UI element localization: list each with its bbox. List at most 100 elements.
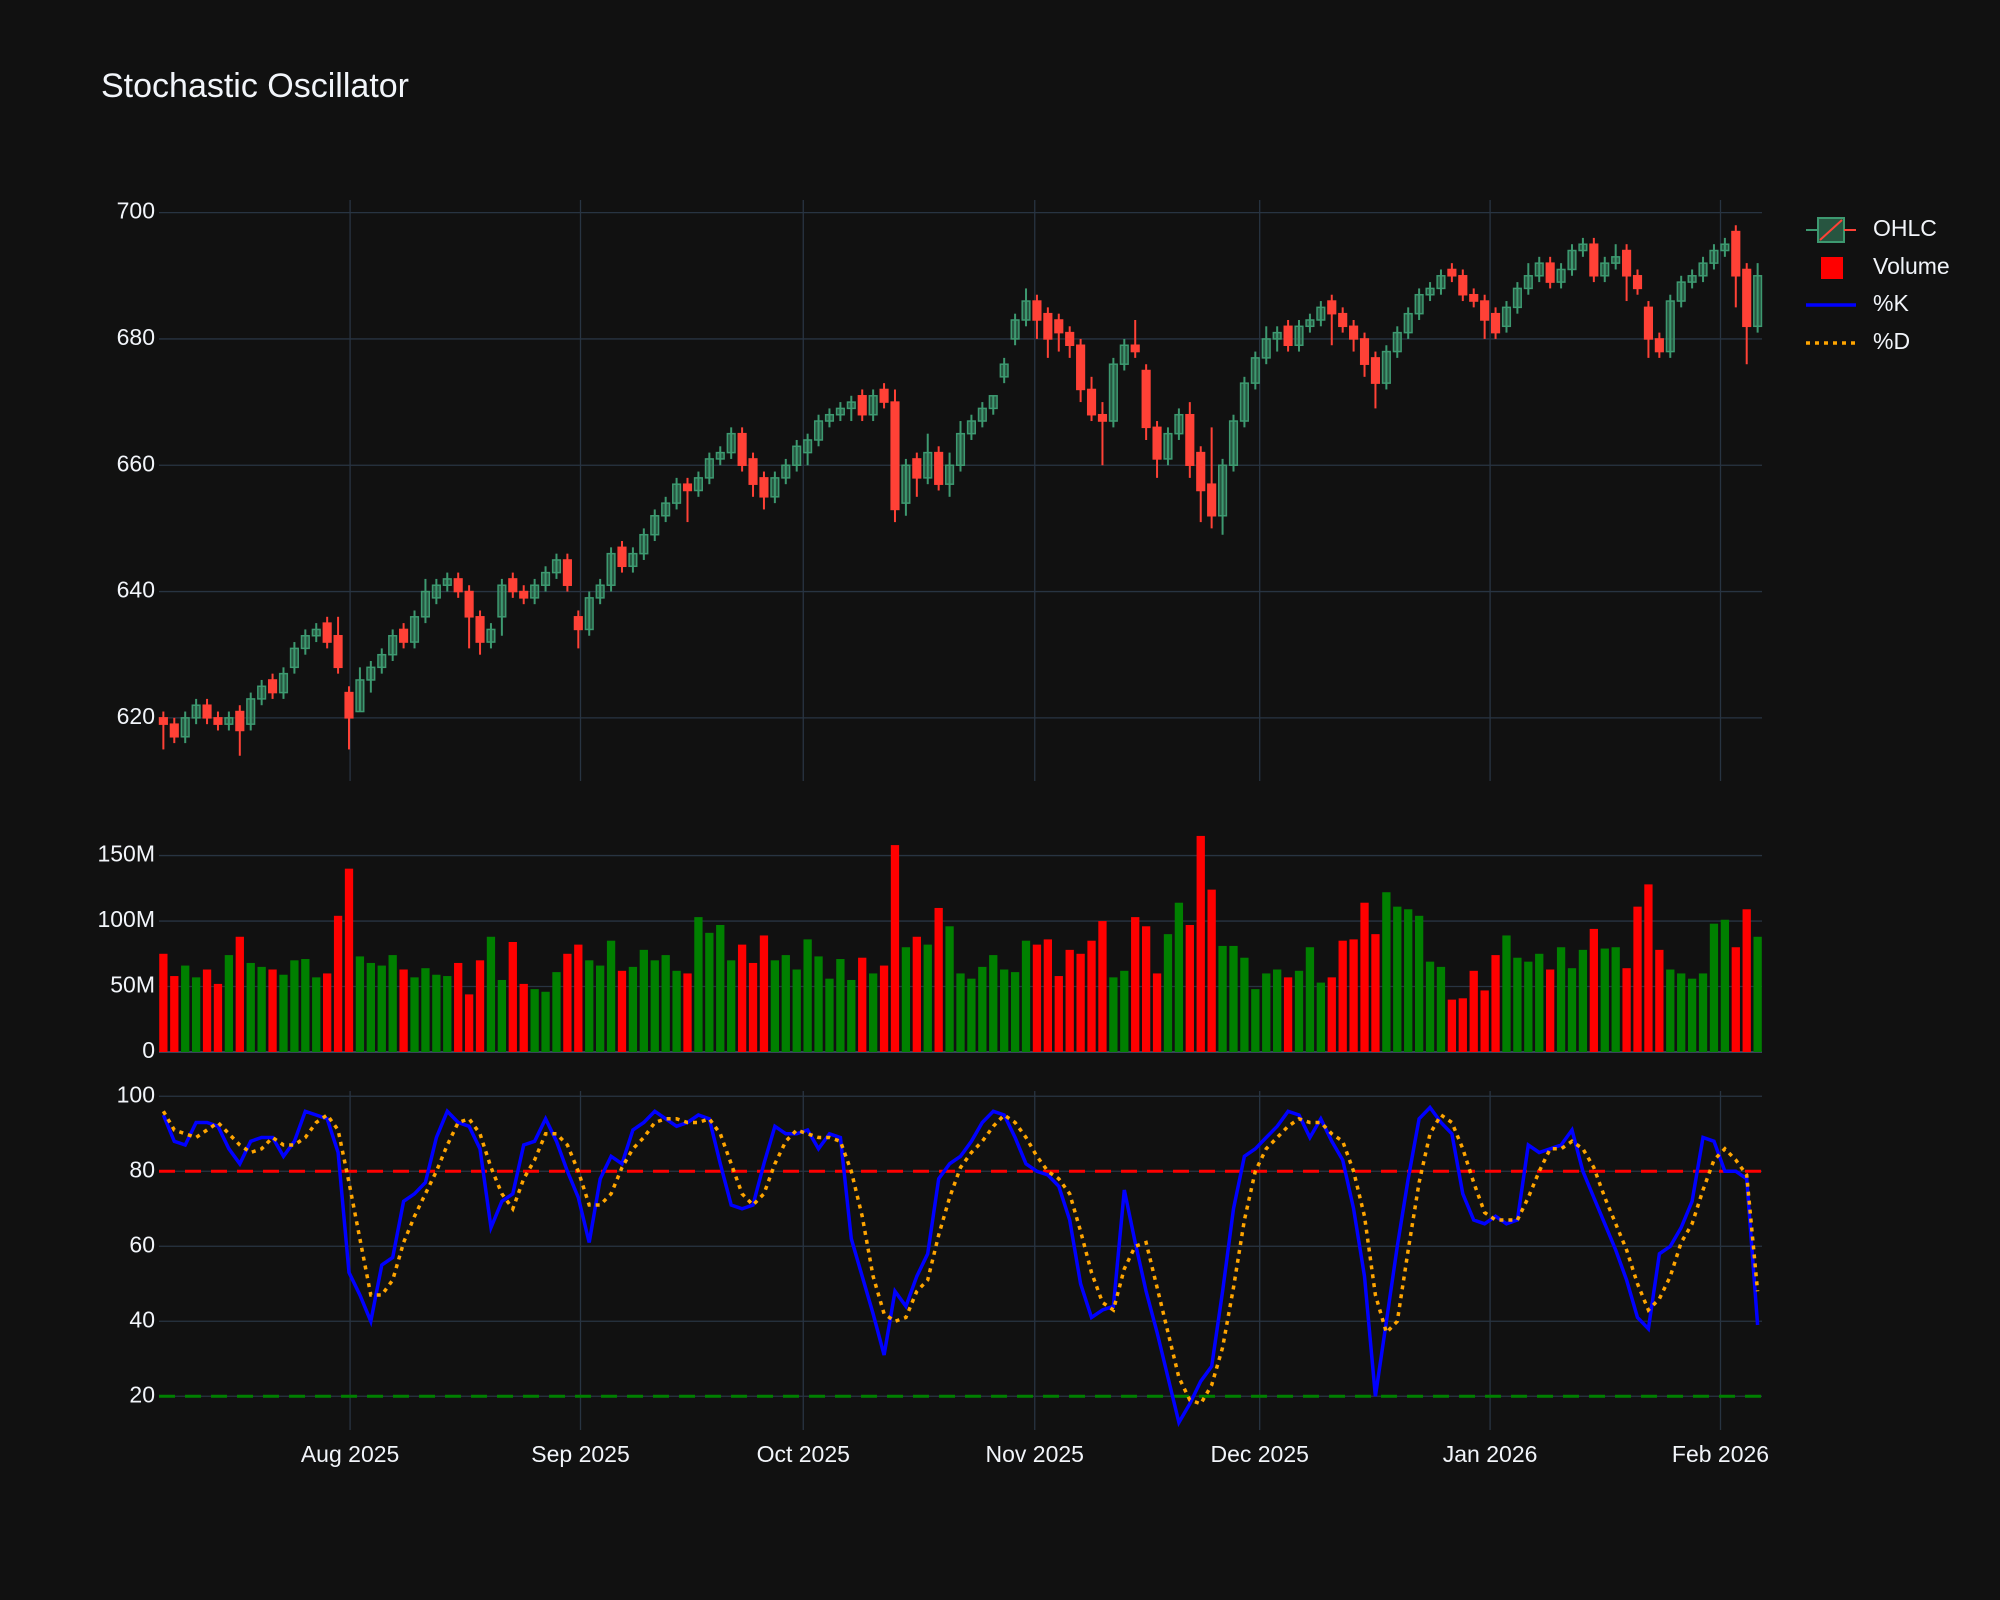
volume-bar [421,968,430,1052]
volume-bar [519,983,528,1052]
x-tick-label: Dec 2025 [1210,1441,1308,1467]
candle-body [661,502,671,517]
candle-body [824,413,835,422]
x-tick-label: Feb 2026 [1672,1441,1769,1467]
volume-bar [1393,906,1402,1052]
volume-bar [1731,947,1740,1052]
candle-body [442,578,452,586]
volume-bar [388,955,397,1052]
volume-bar [1655,949,1664,1052]
volume-bar [1480,990,1489,1052]
candle-body [715,451,725,460]
volume-bar [661,955,670,1052]
y-tick-label: 660 [117,450,155,476]
candle-body [1228,420,1239,466]
volume-bar [159,953,168,1052]
candle-body [584,597,594,631]
candle-body [737,432,747,466]
y-tick-label: 20 [129,1381,155,1407]
volume-bar [748,962,758,1052]
volume-bar [934,907,943,1052]
volume-bar [1513,957,1522,1052]
volume-bar [1141,926,1151,1052]
candle-body [803,439,813,454]
volume-bar [1371,934,1380,1052]
candle-body [770,477,780,498]
volume-bar [1000,969,1009,1052]
volume-bar [1491,955,1500,1052]
volume-bar [1262,973,1271,1052]
volume-bar [366,962,375,1052]
candle-body [846,401,856,410]
candle-body [1010,319,1020,340]
volume-bar [1524,961,1533,1052]
candle-body [912,458,922,479]
candle-body [257,685,267,700]
volume-bar [333,915,343,1052]
candle-body [977,407,987,422]
candle-body [551,559,562,574]
candle-body [945,464,955,485]
candle-body [1469,293,1479,302]
candle-body [519,590,529,599]
volume-bar [672,970,681,1052]
y-tick-label: 60 [129,1231,155,1257]
volume-bar [716,924,725,1052]
volume-bar [792,969,801,1052]
candle-body [409,616,420,643]
volume-bar [486,936,496,1052]
y-tick-label: 620 [117,703,155,729]
volume-bar [770,960,780,1052]
y-tick-label: 0 [142,1037,155,1063]
candle-body [377,653,387,669]
y-tick-label: 40 [129,1306,155,1332]
volume-bar [497,979,507,1052]
candle-body [1545,262,1555,283]
candle-body [289,647,299,669]
volume-bar [1546,969,1555,1052]
candle-body [1622,249,1632,277]
candle-body [1054,319,1064,334]
x-tick-label: Nov 2025 [986,1441,1084,1467]
volume-bar [639,949,648,1052]
volume-bar [213,983,223,1052]
candle-body [890,401,900,511]
candle-body [813,420,824,441]
candle-body [1698,262,1708,277]
volume-bar [1753,936,1762,1052]
volume-bar [399,969,408,1052]
volume-bar [552,972,561,1052]
candle-body [1076,344,1086,391]
candle-body [322,622,332,643]
volume-bar [170,976,179,1052]
y-tick-label: 700 [117,198,155,224]
volume-bar [628,966,638,1052]
candle-body [672,483,682,504]
candle-body [1632,275,1643,290]
volume-bar [868,973,878,1052]
candle-body [1185,413,1195,466]
legend-label: %K [1873,290,1909,316]
candle-body [1174,413,1184,435]
volume-bar [585,960,594,1052]
volume-bar [541,991,550,1052]
volume-bar [727,960,736,1052]
candle-body [1720,243,1730,252]
candle-body [300,635,310,650]
volume-bar [1273,969,1282,1052]
candle-body [901,464,911,504]
volume-bar [1600,948,1609,1052]
volume-bar [1414,915,1424,1052]
candle-body [235,710,245,732]
volume-bar [901,947,911,1052]
candle-body [1370,357,1381,384]
candle-body [988,395,998,410]
volume-bar [1010,972,1020,1052]
candle-body [1578,243,1588,252]
x-tick-label: Oct 2025 [757,1441,850,1467]
candle-body [693,477,704,492]
candle-body [1567,249,1577,271]
y-tick-label: 680 [117,324,155,350]
volume-bar [956,973,965,1052]
volume-bar [858,957,867,1052]
